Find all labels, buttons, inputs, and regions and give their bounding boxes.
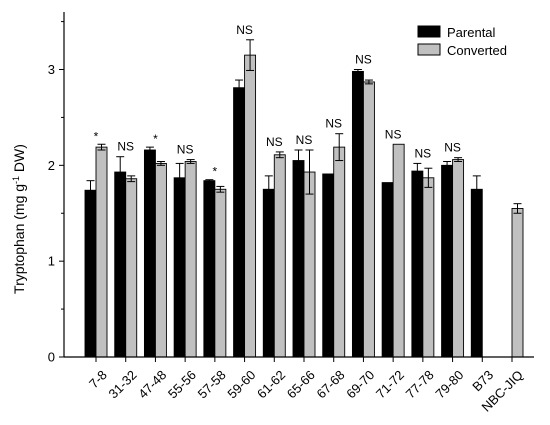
significance-label-77-78: NS [415,146,432,160]
x-tick-label-57-58: 57-58 [195,367,229,401]
bar-parental-59-60 [233,87,246,358]
bar-converted-79-80 [452,159,465,358]
bar-converted-69-70 [362,81,375,358]
bar-parental-65-66 [292,160,305,358]
legend-swatch-parental [417,25,441,38]
bar-converted-77-78 [422,177,435,358]
bar-converted-55-56 [184,161,197,358]
y-axis-label: Tryptophan (mg g-1 DW) [11,144,27,294]
significance-label-57-58: * [213,165,218,179]
bar-converted-7-8 [95,146,108,358]
bar-parental-71-72 [381,182,394,358]
x-tick-label-61-62: 61-62 [254,367,288,401]
significance-label-31-32: NS [117,140,134,154]
bar-parental-69-70 [351,70,364,358]
bars-layer [84,54,524,358]
bar-parental-B73 [470,188,483,358]
y-tick-label: 3 [48,62,55,77]
x-tick-label-55-56: 55-56 [165,367,199,401]
y-tick-label: 0 [48,350,55,365]
bar-converted-31-32 [125,178,138,358]
bar-converted-67-68 [333,146,346,358]
y-tick-label: 1 [48,254,55,269]
x-tick-label-79-80: 79-80 [432,367,466,401]
x-ticks: 7-831-3247-4855-5657-5859-6061-6265-6667… [86,357,526,415]
bar-parental-55-56 [173,177,186,358]
significance-labels: * NS * NS * NS NS NS NS NS NS NS NS [94,23,461,179]
significance-label-69-70: NS [355,53,372,67]
bar-parental-67-68 [322,173,335,358]
y-ticks: 0 1 2 3 [48,21,64,365]
x-tick-label-71-72: 71-72 [373,367,407,401]
legend-swatch-converted [417,43,441,56]
legend: Parental Converted [417,25,507,58]
bar-converted-59-60 [244,54,257,358]
x-tick-label-47-48: 47-48 [135,367,169,401]
bar-parental-7-8 [84,189,97,358]
bar-parental-57-58 [203,180,216,358]
bar-parental-47-48 [143,149,156,358]
significance-label-71-72: NS [385,127,402,141]
bar-parental-77-78 [411,170,424,358]
bar-converted-71-72 [392,143,405,358]
bar-converted-NBC-JIQ [511,208,524,358]
bar-parental-79-80 [441,164,454,358]
bar-parental-31-32 [114,171,127,358]
significance-label-65-66: NS [296,133,313,147]
significance-label-47-48: * [153,132,158,146]
bar-converted-47-48 [154,162,167,358]
bar-converted-65-66 [303,171,316,358]
x-tick-label-7-8: 7-8 [86,367,110,391]
significance-label-7-8: * [94,129,99,143]
bar-converted-57-58 [214,188,227,358]
significance-label-67-68: NS [325,117,342,131]
bar-parental-61-62 [262,188,275,358]
x-tick-label-59-60: 59-60 [224,367,258,401]
x-tick-label-77-78: 77-78 [403,367,437,401]
significance-label-61-62: NS [266,135,283,149]
x-tick-label-67-68: 67-68 [314,367,348,401]
significance-label-55-56: NS [177,143,194,157]
error-bars-layer [86,39,522,214]
y-tick-label: 2 [48,158,55,173]
legend-label-parental: Parental [447,25,496,40]
legend-label-converted: Converted [447,43,507,58]
x-tick-label-65-66: 65-66 [284,367,318,401]
x-tick-label-31-32: 31-32 [106,367,140,401]
x-tick-label-69-70: 69-70 [343,367,377,401]
significance-label-79-80: NS [444,141,461,155]
bar-converted-61-62 [273,154,286,358]
significance-label-59-60: NS [236,23,253,37]
